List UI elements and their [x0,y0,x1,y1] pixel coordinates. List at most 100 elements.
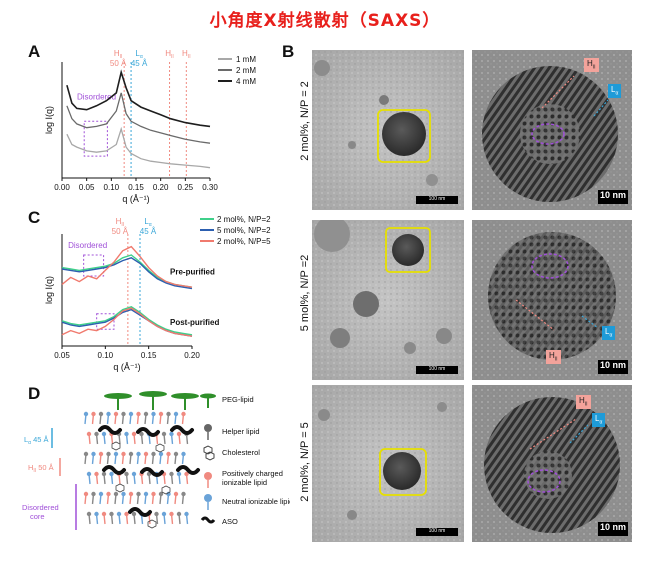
tem-zoom-1: HII Lα 10 nm [472,50,632,210]
series-line-1 [66,126,211,169]
legend-helper-lipid: Helper lipid [222,427,260,436]
row-label-3: 2 mol%, N/P = 5 [299,422,311,502]
lipid-head [176,471,182,477]
lipid-head [136,411,141,417]
lipid-head [184,511,189,517]
lipid-head [181,411,186,417]
legend-neutral-lipid: Neutral ionizable lipid [222,497,290,506]
lipid-head [139,431,144,437]
x-axis-label: q (Å⁻¹) [122,194,149,204]
x-tick-label: 0.20 [184,351,200,360]
legend-cholesterol: Cholesterol [222,448,260,457]
lipid-head [169,431,174,437]
scalebar-10nm: 10 nm [598,522,628,536]
tem-zoom-3: HII Lα 10 nm [472,385,632,542]
cholesterol [155,443,165,453]
lipid-head [109,471,114,477]
lipid-head [154,511,159,517]
lipid-head [101,511,107,517]
scalebar-10nm: 10 nm [598,360,628,374]
chart-a: 0.00 0.05 0.10 0.15 0.20 0.25 0.30 q (Å⁻¹) log I… [44,49,256,204]
panel-d-label: D [28,384,41,403]
lipid-head [151,451,156,457]
lipid-head [106,491,111,497]
lipid-head [113,491,119,497]
x-tick-label: 0.20 [153,183,169,192]
tag-l: Lα [602,326,616,340]
tag-l: Lα [592,413,606,427]
pre-series-line-3 [61,245,193,288]
lipid-head [121,451,126,457]
peg-head [171,393,199,399]
y-axis-label: log I(q) [44,276,54,304]
aso-strand [136,427,160,437]
lipid-head [101,471,107,477]
legend-entry: 1 mM [236,55,256,64]
scalebar: 100 nm [416,366,458,374]
lipid-head [151,411,156,417]
tag-h2: HII [576,395,591,409]
lipid-head [181,451,186,457]
lipid-head [83,451,89,457]
legend-positive-lipid-1: Positively charged [222,469,283,478]
scalebar-10nm: 10 nm [598,190,628,204]
lipid-head [101,431,107,437]
tem-overview-3: 100 nm [312,385,464,542]
chart-c: 0.05 0.10 0.15 0.20 q (Å⁻¹) log I(q) HII 50 Å Lα… [44,215,271,372]
lipid-head [136,491,141,497]
panel-b-label: B [282,42,295,61]
tag-h2: HII [546,350,561,364]
lipid-head [128,411,134,417]
lipid-head [106,411,111,417]
peg-head [104,393,132,399]
lipid-head [128,451,134,457]
lipid-head [169,471,174,477]
label-h2c: HII [182,49,191,60]
lipid-head [158,451,164,457]
lipid-head [86,471,92,477]
lipid-head [143,491,149,497]
x-tick-label: 0.30 [202,183,218,192]
layer-label-h: HII 50 Å [28,463,54,474]
scalebar: 100 nm [416,528,458,536]
aso-strand [102,465,126,475]
aso-strand [140,467,164,477]
lipid-head [124,471,129,477]
lipid-head [158,491,164,497]
cholesterol-icon [203,445,215,461]
lipid-head [109,511,114,517]
legend-entry: 2 mol%, N/P=5 [217,237,271,246]
lipid-head [173,451,179,457]
cholesterol [147,519,157,529]
lipid-head [91,411,96,417]
lnp-diagram: Lα 45 Å HII 50 Å Disordered core PEG-lipid… [22,391,290,530]
lipid-head [121,491,126,497]
lipid-head [124,431,129,437]
cholesterol [161,485,171,495]
legend-aso: ASO [222,517,238,526]
lipid-head [98,451,104,457]
x-tick-label: 0.05 [79,183,95,192]
label-h2: HII 50 Å [112,217,129,236]
label-l: Lα 45 Å [140,217,157,236]
lipid-head [146,471,152,477]
lipid-head [116,511,122,517]
x-tick-label: 0.15 [128,183,144,192]
lipid-head [151,491,156,497]
lipid-head [94,471,99,477]
lipid-head [86,431,92,437]
x-axis-label: q (Å⁻¹) [113,362,140,372]
legend-entry: 2 mol%, N/P=2 [217,215,271,224]
panel-a-label: A [28,42,41,61]
lipid-head [143,451,149,457]
page-title: 小角度X射线散射（SAXS） [209,11,441,31]
lipid-head [91,491,96,497]
legend-entry: 5 mol%, N/P=2 [217,226,271,235]
lipid-head [106,451,111,457]
lipid-head [86,511,92,517]
lipid-head [158,411,164,417]
legend-entry: 4 mM [236,77,256,86]
lipid-head [176,511,182,517]
lipid-head [184,471,189,477]
peg-head [139,391,167,397]
